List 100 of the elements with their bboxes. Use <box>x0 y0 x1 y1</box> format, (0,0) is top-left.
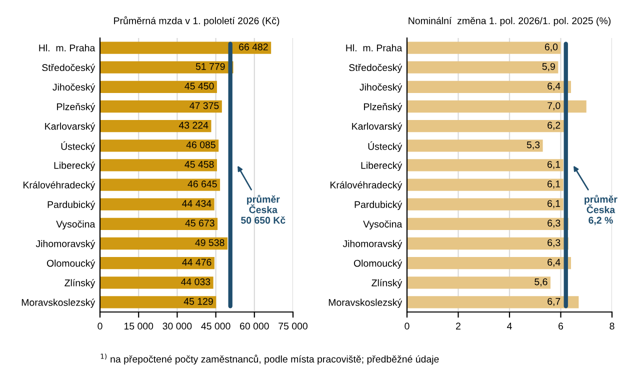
y-tick-label: Olomoucký <box>46 259 96 269</box>
data-label: 6,7 <box>548 298 560 306</box>
bar <box>407 100 586 113</box>
bar <box>407 159 564 172</box>
y-tick-label: Jihomoravský <box>36 240 96 250</box>
data-label: 6,0 <box>544 44 558 52</box>
y-tick-label: Jihočeský <box>360 83 402 93</box>
x-tick-label: 6 <box>558 322 564 330</box>
y-tick-label: Královéhradecký <box>330 181 402 190</box>
bar <box>407 120 566 132</box>
y-tick-label: Jihočeský <box>52 83 96 93</box>
bar <box>407 218 568 230</box>
data-label: 5,6 <box>534 278 548 286</box>
text: $^{1)}$ na přepočtené počty zaměstnanců, podle místa pracoviště; předběžné údaje <box>100 354 439 365</box>
ref-line-label: průměr Česka 50 650 Kč <box>241 194 286 224</box>
x-tick-label: 0 <box>98 322 102 330</box>
x-tick-label: 2 <box>456 322 460 330</box>
y-tick-label: Pardubický <box>354 200 402 210</box>
y-tick-label: Vysočina <box>56 220 96 230</box>
bar <box>100 61 234 74</box>
y-tick-label: Hl. m. Praha <box>39 44 96 52</box>
y-tick-label: Středočeský <box>349 64 402 73</box>
bar <box>407 140 543 152</box>
x-tick-label: 60 000 <box>240 322 269 330</box>
bar <box>100 198 214 210</box>
data-label: 44 476 <box>182 258 212 266</box>
data-label: 6,2 <box>548 122 560 130</box>
y-tick-label: Ústecký <box>61 141 96 152</box>
data-label: 44 434 <box>182 200 212 207</box>
y-tick-label: Hl. m. Praha <box>346 44 402 52</box>
data-label: 43 224 <box>178 122 208 129</box>
data-label: 51 779 <box>196 63 225 70</box>
bar <box>100 159 217 172</box>
bar <box>100 178 220 191</box>
y-tick-label: Olomoucký <box>354 259 402 269</box>
data-label: 66 482 <box>239 44 268 50</box>
data-label: 45 450 <box>184 82 214 90</box>
x-tick-label: 30 000 <box>162 322 192 330</box>
bar <box>407 178 564 191</box>
x-tick-label: 8 <box>610 322 614 330</box>
data-label: 45 673 <box>185 220 214 227</box>
bar <box>407 276 550 289</box>
y-tick-label: Moravskoslezský <box>22 298 96 308</box>
y-tick-label: Moravskoslezský <box>328 298 402 308</box>
chart-title: Průměrná mzda v 1. pololetí 2026 (Kč) <box>114 16 280 26</box>
y-tick-label: Liberecký <box>361 162 402 171</box>
data-label: 6,1 <box>548 200 560 208</box>
data-label: 46 645 <box>188 180 217 188</box>
bar <box>100 100 222 113</box>
bar <box>407 198 564 210</box>
y-tick-label: Pardubický <box>48 200 96 210</box>
bar <box>100 218 218 230</box>
x-tick-label: 0 <box>404 322 410 330</box>
x-tick-label: 75 000 <box>278 322 308 330</box>
x-tick-label: 45 000 <box>201 322 230 330</box>
y-tick-label: Ústecký <box>368 141 402 152</box>
bar <box>100 80 217 93</box>
y-tick-label: Královéhradecký <box>24 181 96 190</box>
bar <box>100 296 216 308</box>
y-tick-label: Zlínský <box>64 279 96 288</box>
bar <box>100 120 212 132</box>
bar <box>407 237 568 250</box>
data-label: 47 375 <box>190 102 219 110</box>
data-label: 6,4 <box>548 258 560 267</box>
data-label: 7,0 <box>548 102 560 110</box>
y-tick-label: Středočeský <box>42 64 96 73</box>
data-label: 49 538 <box>195 239 224 246</box>
x-tick-label: 4 <box>507 322 512 330</box>
y-tick-label: Karlovarský <box>352 122 402 132</box>
bar <box>100 276 214 289</box>
bar <box>100 42 272 54</box>
y-tick-label: Liberecký <box>54 162 96 171</box>
data-label: 6,3 <box>548 220 560 228</box>
bar <box>407 296 579 308</box>
data-label: 6,3 <box>548 239 560 248</box>
chart-title: Nominální změna 1. pol. 2026/1. pol. 2025 (%) <box>408 16 611 26</box>
y-tick-label: Karlovarský <box>45 122 96 132</box>
data-label: 5,9 <box>542 63 555 72</box>
data-label: 6,1 <box>548 180 560 189</box>
y-tick-label: Jihomoravský <box>342 240 402 250</box>
data-label: 6,4 <box>548 82 560 91</box>
y-tick-label: Plzeňský <box>364 102 402 112</box>
data-label: 5,3 <box>526 141 540 150</box>
y-tick-label: Zlínský <box>372 279 402 288</box>
y-tick-label: Vysočina <box>363 220 402 230</box>
data-label: 6,1 <box>548 160 560 169</box>
bar <box>407 42 561 54</box>
data-label: 45 129 <box>184 298 213 305</box>
bar <box>100 237 228 250</box>
bar <box>100 140 219 152</box>
bar <box>407 61 558 74</box>
bar <box>407 257 571 270</box>
x-tick-label: 15 000 <box>124 322 154 330</box>
ref-line-label: průměr Česka 6,2 % <box>584 194 618 226</box>
data-label: 46 085 <box>186 141 216 148</box>
data-label: 45 458 <box>184 160 214 168</box>
data-label: 44 033 <box>181 278 210 286</box>
bar <box>100 257 214 270</box>
y-tick-label: Plzeňský <box>57 102 96 112</box>
bar <box>407 80 571 93</box>
